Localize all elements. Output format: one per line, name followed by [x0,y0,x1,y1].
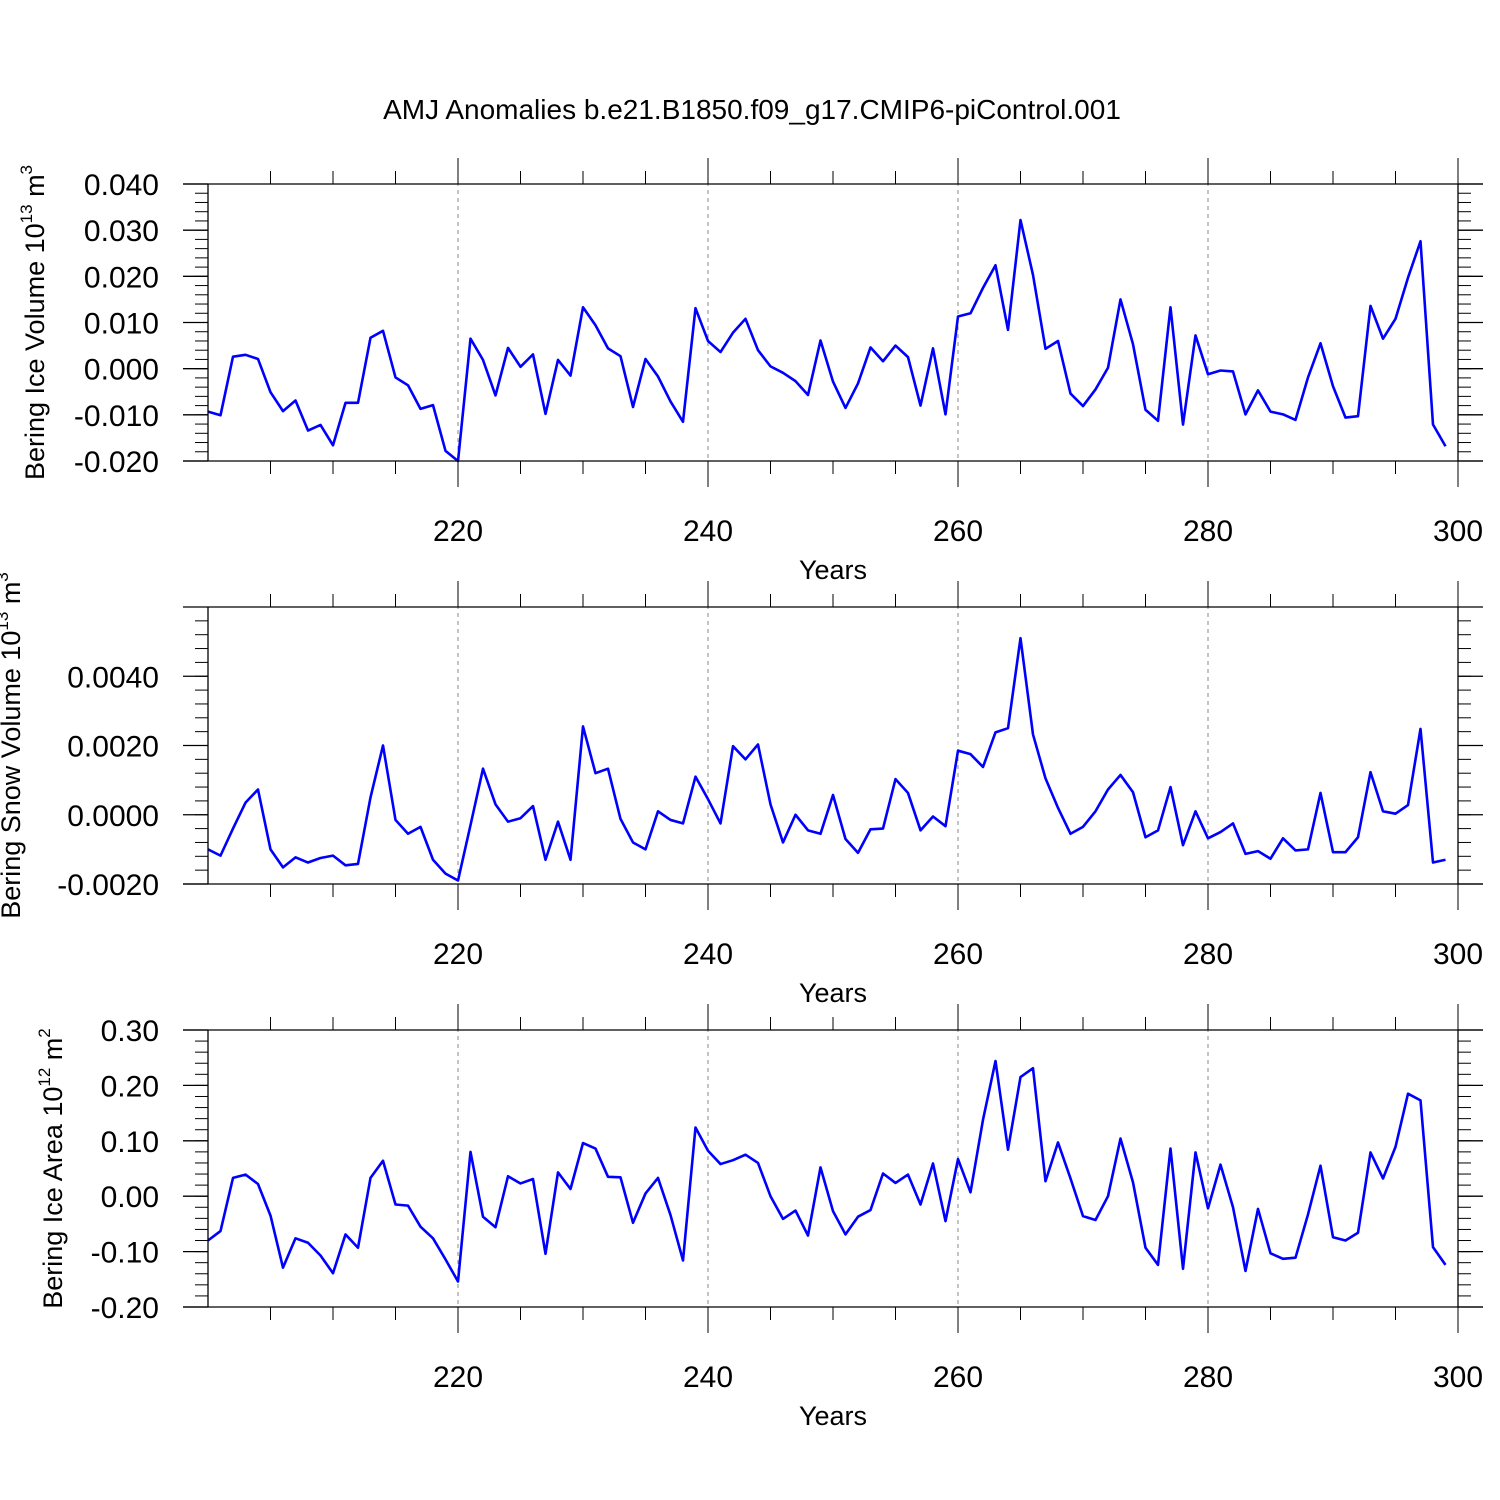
y-tick-label: -0.010 [74,400,159,433]
y-tick-label: 0.020 [84,261,159,294]
figure-title: AMJ Anomalies b.e21.B1850.f09_g17.CMIP6-… [383,94,1121,125]
x-tick-label: 240 [683,1361,733,1394]
y-tick-label: 0.10 [101,1126,159,1159]
x-tick-label: 280 [1183,515,1233,548]
y-tick-label: 0.0000 [67,800,159,833]
y-tick-label: 0.0020 [67,731,159,764]
series-line-ice-area [207,1059,1447,1283]
x-tick-label: 260 [933,1361,983,1394]
x-axis-title: Years [799,555,867,585]
y-tick-label: -0.0020 [57,869,159,902]
x-tick-label: 280 [1183,938,1233,971]
panel-snow-volume: -0.0020 0.0000 0.0020 0.0040 220 240 260 280 300… [0,572,1483,1008]
x-tick-label: 240 [683,515,733,548]
series-line-ice-volume [207,218,1447,463]
x-axis-title: Years [799,978,867,1008]
y-axis-title: Bering Ice Area 1012 m2 [35,1028,68,1309]
x-tick-label: 300 [1433,1361,1483,1394]
y-tick-label: 0.00 [101,1181,159,1214]
x-tick-label: 220 [433,515,483,548]
x-tick-label: 240 [683,938,733,971]
x-axis-title: Years [799,1401,867,1431]
y-tick-label: -0.10 [91,1237,159,1270]
y-tick-label: -0.020 [74,446,159,479]
y-tick-label: 0.0040 [67,661,159,694]
y-tick-label: 0.000 [84,354,159,387]
y-axis-title: Bering Snow Volume 1013 m3 [0,572,26,919]
x-tick-label: 260 [933,515,983,548]
x-tick-label: 220 [433,938,483,971]
panel-ice-volume: -0.020 -0.010 0.000 0.010 0.020 0.030 0.040 220… [17,158,1483,585]
y-tick-label: -0.20 [91,1292,159,1325]
x-tick-label: 220 [433,1361,483,1394]
x-tick-label: 300 [1433,938,1483,971]
x-tick-label: 280 [1183,1361,1233,1394]
x-tick-label: 260 [933,938,983,971]
x-tick-label: 300 [1433,515,1483,548]
y-tick-label: 0.030 [84,215,159,248]
y-axis-title: Bering Ice Volume 1013 m3 [17,165,50,480]
y-tick-label: 0.010 [84,308,159,341]
y-tick-label: 0.30 [101,1015,159,1048]
series-line-snow-volume [207,636,1446,882]
y-tick-label: 0.040 [84,169,159,202]
y-tick-label: 0.20 [101,1070,159,1103]
panel-ice-area: -0.20 -0.10 0.00 0.10 0.20 0.30 220 240 260 280 30… [35,1004,1483,1431]
